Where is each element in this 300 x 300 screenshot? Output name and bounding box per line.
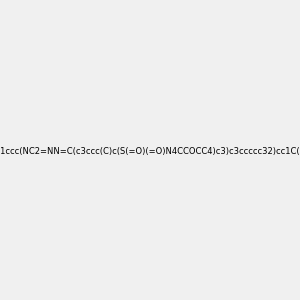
Text: COc1ccc(NC2=NN=C(c3ccc(C)c(S(=O)(=O)N4CCOCC4)c3)c3ccccc32)cc1C(N)=O: COc1ccc(NC2=NN=C(c3ccc(C)c(S(=O)(=O)N4CC… [0, 147, 300, 156]
